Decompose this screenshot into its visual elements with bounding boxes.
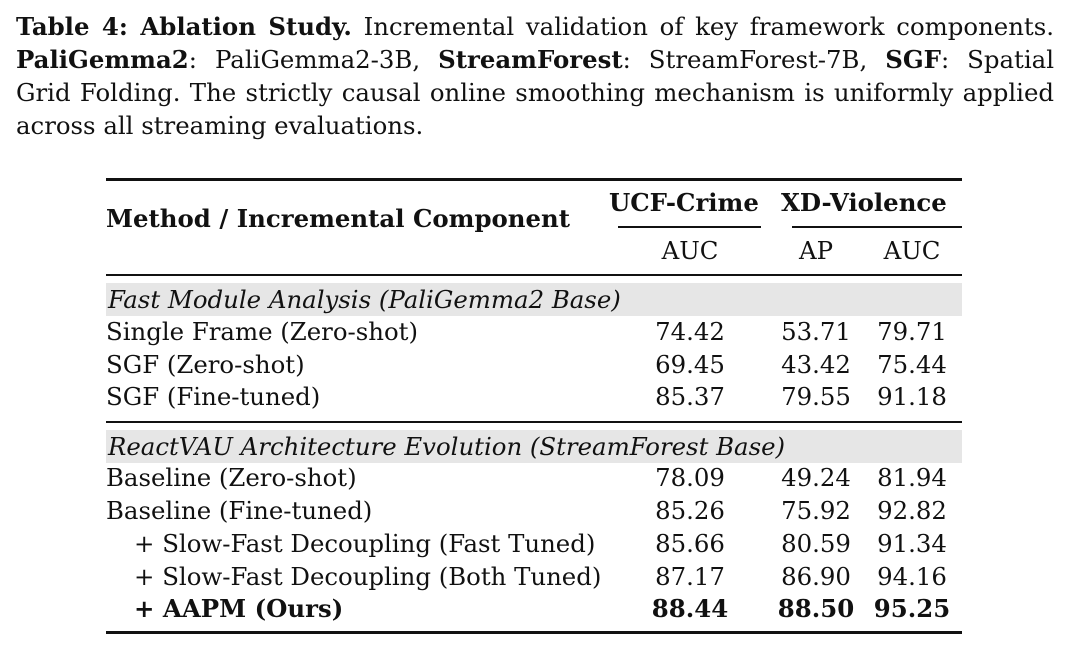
row-method: SGF (Fine-tuned) bbox=[106, 382, 321, 411]
row-xd-auc: 91.18 bbox=[877, 382, 947, 411]
header-col-xd-ap: AP bbox=[798, 236, 834, 265]
header-method: Method / Incremental Component bbox=[106, 204, 571, 233]
caption-def-paligemma2: : PaliGemma2-3B, bbox=[188, 45, 439, 74]
row-method: Baseline (Fine-tuned) bbox=[106, 496, 373, 525]
bottom-rule bbox=[106, 631, 962, 634]
row-ucf-auc: 69.45 bbox=[655, 350, 725, 379]
row-method: + Slow-Fast Decoupling (Fast Tuned) bbox=[134, 529, 596, 558]
row-xd-ap: 80.59 bbox=[781, 529, 851, 558]
row-xd-ap: 43.42 bbox=[781, 350, 851, 379]
row-ucf-auc: 74.42 bbox=[655, 317, 725, 346]
row-xd-ap: 49.24 bbox=[781, 463, 851, 492]
header-col-xd-auc: AUC bbox=[883, 236, 941, 265]
row-xd-ap: 88.50 bbox=[777, 594, 855, 623]
row-xd-auc: 75.44 bbox=[877, 350, 947, 379]
row-ucf-auc: 88.44 bbox=[651, 594, 729, 623]
xd-violence-underline bbox=[792, 226, 962, 228]
row-method: + Slow-Fast Decoupling (Both Tuned) bbox=[134, 562, 602, 591]
header-col-ucf-auc: AUC bbox=[661, 236, 719, 265]
caption-label: Table 4: Ablation Study. bbox=[16, 12, 352, 41]
caption-def-sgf: : Spatial Grid Folding. The strictly cau… bbox=[16, 45, 1054, 140]
header-ucf-crime: UCF-Crime bbox=[609, 188, 759, 217]
row-xd-auc: 95.25 bbox=[873, 594, 951, 623]
row-xd-auc: 91.34 bbox=[877, 529, 947, 558]
row-method: + AAPM (Ours) bbox=[134, 594, 344, 623]
caption-intro: Incremental validation of key framework … bbox=[351, 12, 1054, 41]
row-method: Single Frame (Zero-shot) bbox=[106, 317, 418, 346]
caption-def-streamforest: : StreamForest-7B, bbox=[622, 45, 886, 74]
top-rule bbox=[106, 178, 962, 181]
row-ucf-auc: 85.37 bbox=[655, 382, 725, 411]
caption-term-paligemma2: PaliGemma2 bbox=[16, 45, 189, 74]
row-xd-ap: 53.71 bbox=[781, 317, 851, 346]
row-xd-ap: 79.55 bbox=[781, 382, 851, 411]
table-caption: Table 4: Ablation Study. Incremental val… bbox=[16, 10, 1054, 142]
ablation-table: Method / Incremental Component UCF-Crime… bbox=[106, 178, 962, 636]
section-fast-module: Fast Module Analysis (PaliGemma2 Base) bbox=[106, 283, 962, 316]
ucf-crime-underline bbox=[618, 226, 761, 228]
caption-term-sgf: SGF bbox=[885, 45, 941, 74]
section-title: Fast Module Analysis (PaliGemma2 Base) bbox=[108, 285, 621, 314]
row-ucf-auc: 87.17 bbox=[655, 562, 725, 591]
row-ucf-auc: 85.66 bbox=[655, 529, 725, 558]
row-xd-ap: 86.90 bbox=[781, 562, 851, 591]
row-xd-auc: 92.82 bbox=[877, 496, 947, 525]
row-ucf-auc: 78.09 bbox=[655, 463, 725, 492]
row-method: SGF (Zero-shot) bbox=[106, 350, 305, 379]
section-title: ReactVAU Architecture Evolution (StreamF… bbox=[108, 432, 786, 461]
row-method: Baseline (Zero-shot) bbox=[106, 463, 357, 492]
row-ucf-auc: 85.26 bbox=[655, 496, 725, 525]
section-reactvau: ReactVAU Architecture Evolution (StreamF… bbox=[106, 430, 962, 463]
header-xd-violence: XD-Violence bbox=[781, 188, 947, 217]
row-xd-auc: 94.16 bbox=[877, 562, 947, 591]
caption-term-streamforest: StreamForest bbox=[438, 45, 623, 74]
row-xd-auc: 79.71 bbox=[877, 317, 947, 346]
header-rule bbox=[106, 274, 962, 276]
row-xd-ap: 75.92 bbox=[781, 496, 851, 525]
section-rule bbox=[106, 421, 962, 423]
row-xd-auc: 81.94 bbox=[877, 463, 947, 492]
